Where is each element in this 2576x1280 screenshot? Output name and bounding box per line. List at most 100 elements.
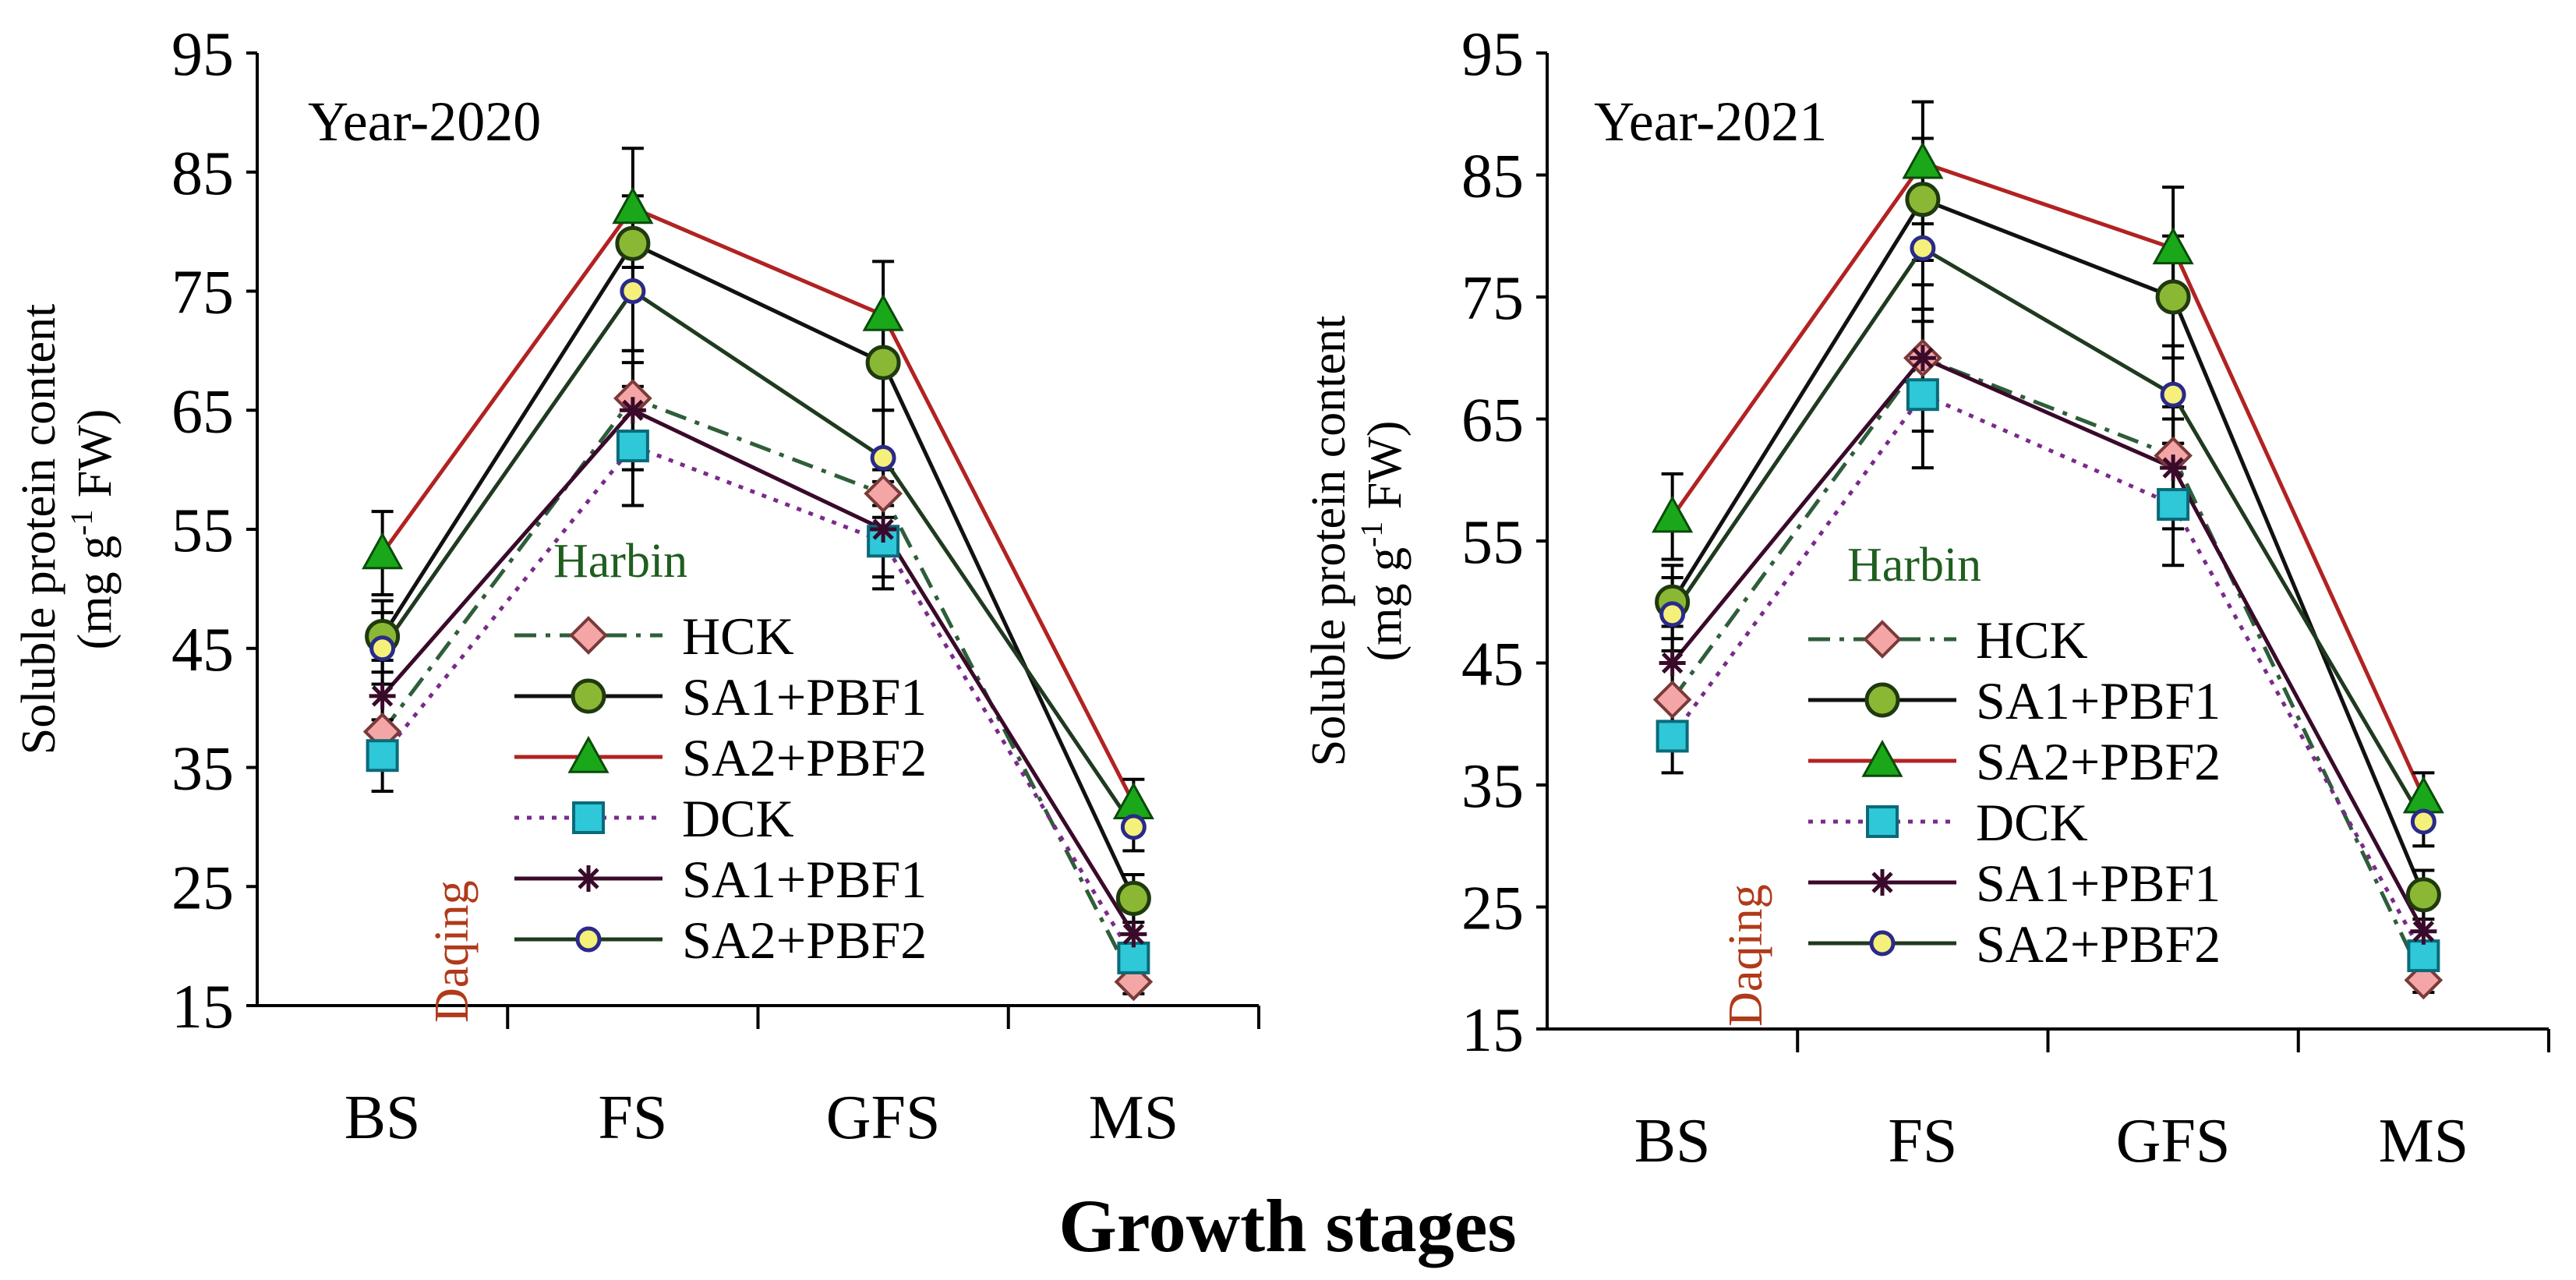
y-tick-label: 55 (171, 497, 234, 565)
legend-label: DCK (1976, 793, 2088, 852)
y-axis-title: Soluble protein content(mg g-1 FW) (1302, 316, 1412, 767)
y-tick-label: 75 (171, 259, 234, 327)
chart-panel-2020: 15 25 35 45 55 65 75 85 95 BS FS GFS MS Soluble prote… (12, 20, 1260, 1152)
y-axis-title-unit: FW) (1359, 421, 1412, 522)
data-point (2407, 939, 2440, 973)
series-markers-4 (369, 397, 1147, 948)
legend-label: SA1+PBF1 (682, 850, 927, 909)
legend-item: SA2+PBF2 (514, 728, 927, 787)
series-line (380, 205, 1136, 804)
legend-marker (1864, 682, 1900, 718)
y-tick-label: 65 (171, 377, 234, 446)
data-point (1652, 495, 1694, 533)
data-point (2405, 877, 2441, 913)
legend-group-harbin: Harbin (553, 535, 687, 588)
data-point (369, 682, 396, 709)
data-point (2160, 454, 2187, 482)
y-tick-label: 35 (1461, 752, 1524, 821)
series-line (1670, 246, 2426, 823)
series-markers-2 (1652, 141, 2444, 814)
legend-group-daqing: Daqing (426, 880, 479, 1023)
data-point (1909, 345, 1936, 372)
x-tick-label: MS (1089, 1084, 1179, 1152)
series-markers-5 (1659, 235, 2436, 835)
y-tick-label: 95 (1461, 20, 1524, 89)
series-line (380, 395, 1136, 983)
chart-panel-2021: 15 25 35 45 55 65 75 85 95 BS FS GFS MS Soluble prote… (1302, 20, 2550, 1176)
data-point (1905, 182, 1941, 217)
series-markers-3 (1655, 378, 2440, 973)
legend-marker (571, 678, 606, 714)
legend-marker (1861, 739, 1903, 777)
y-axis-title-superscript: -1 (1354, 522, 1389, 547)
y-tick-label: 25 (171, 854, 234, 922)
legend-item: HCK (1808, 610, 2088, 670)
legend-label: SA2+PBF2 (1976, 914, 2221, 974)
series-line (1670, 196, 2426, 896)
series-line (380, 408, 1136, 935)
y-tick-label: 55 (1461, 508, 1524, 577)
x-axis-title: Growth stages (1058, 1184, 1517, 1268)
legend: HarbinHCKSA1+PBF1SA2+PBF2DCKSA1+PBF1SA2+… (1719, 539, 2221, 1027)
legend-label: SA2+PBF2 (1976, 732, 2221, 791)
x-tick-label: GFS (2116, 1107, 2231, 1176)
data-point (1659, 601, 1686, 628)
data-point (615, 225, 651, 261)
y-tick-label: 35 (171, 735, 234, 804)
series-line (380, 241, 1136, 900)
data-point (1659, 649, 1686, 677)
data-point (1655, 720, 1689, 753)
legend-label: DCK (682, 789, 794, 848)
data-point (864, 474, 903, 514)
legend-item: SA2+PBF2 (1808, 914, 2221, 974)
legend-marker (1869, 930, 1896, 956)
legend-group-daqing: Daqing (1719, 884, 1772, 1027)
legend-item: HCK (514, 606, 794, 666)
y-tick-label: 95 (171, 20, 234, 89)
legend-label: SA1+PBF1 (1976, 671, 2221, 730)
panel-title: Year-2020 (308, 90, 541, 153)
y-axis-title-line1: Soluble protein content (1302, 316, 1355, 767)
data-point (369, 635, 396, 662)
legend-marker (572, 801, 605, 834)
data-point (2157, 488, 2190, 522)
y-tick-label: 75 (1461, 264, 1524, 333)
series-markers-2 (362, 186, 1154, 820)
data-point (620, 278, 646, 304)
data-point (1120, 921, 1147, 948)
data-point (870, 444, 896, 471)
panel-title: Year-2021 (1594, 90, 1827, 153)
data-point (2410, 918, 2437, 945)
legend-item: SA2+PBF2 (514, 910, 927, 970)
y-axis-title-line2: (mg g (1359, 547, 1412, 661)
y-tick-label: 45 (1461, 631, 1524, 699)
data-point (619, 397, 646, 424)
data-point (362, 532, 404, 570)
legend-label: SA1+PBF1 (682, 667, 927, 727)
data-point (366, 739, 399, 773)
data-point (1115, 881, 1151, 917)
legend-item: DCK (514, 789, 794, 848)
series-line (380, 288, 1136, 829)
legend-marker (575, 865, 602, 892)
legend-item: SA1+PBF1 (1808, 854, 2221, 913)
data-point (616, 430, 649, 463)
legend-marker (1863, 620, 1902, 659)
y-axis-title-line2: (mg g (69, 536, 122, 649)
x-tick-label: MS (2379, 1107, 2469, 1176)
legend-marker (1869, 869, 1896, 896)
data-point (1112, 782, 1154, 820)
legend-label: HCK (682, 606, 794, 666)
legend-label: HCK (1976, 610, 2088, 670)
series-line (1670, 160, 2426, 798)
data-point (1120, 814, 1147, 840)
x-tick-label: BS (345, 1084, 421, 1152)
y-tick-label: 85 (1461, 143, 1524, 211)
y-tick-label: 65 (1461, 387, 1524, 455)
legend-item: DCK (1808, 793, 2088, 852)
legend-marker (575, 926, 602, 953)
data-point (1906, 378, 1939, 412)
data-point (1117, 941, 1150, 974)
data-point (2152, 227, 2194, 265)
legend-item: SA2+PBF2 (1808, 732, 2221, 791)
